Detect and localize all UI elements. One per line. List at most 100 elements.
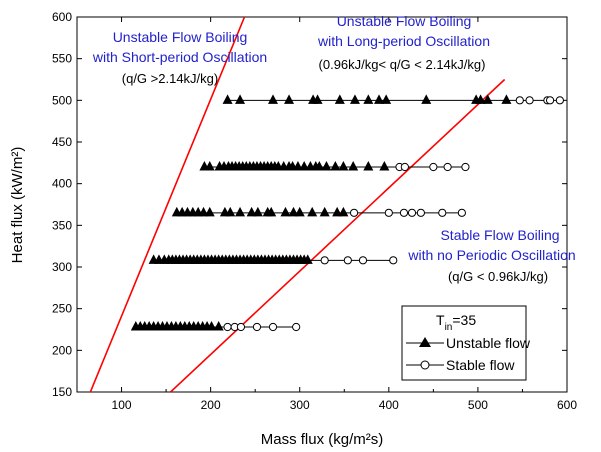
stable-point xyxy=(349,208,359,217)
x-tick-label: 200 xyxy=(201,398,221,412)
unstable-point xyxy=(482,94,493,104)
stable-point xyxy=(443,162,452,172)
stable-point xyxy=(292,322,301,332)
unstable-point xyxy=(204,161,215,171)
unstable-point xyxy=(252,206,263,217)
stable-point xyxy=(416,208,425,217)
legend-title-sub: in xyxy=(445,322,453,333)
legend-stable-label: Stable flow xyxy=(446,357,515,373)
y-tick-label: 150 xyxy=(52,385,72,399)
unstable-point xyxy=(307,206,318,217)
y-tick-label: 200 xyxy=(52,343,72,357)
annotation-long-line2: with Long-period Oscillation xyxy=(317,33,490,49)
plot-frame xyxy=(76,16,568,393)
legend-stable-marker xyxy=(420,360,430,370)
x-axis-title: Mass flux (kg/m²s) xyxy=(261,431,384,448)
unstable-point xyxy=(338,161,349,171)
stable-point xyxy=(268,322,278,332)
unstable-point xyxy=(501,94,512,104)
stable-point xyxy=(461,162,470,172)
stable-point xyxy=(223,322,232,332)
unstable-point xyxy=(302,254,313,264)
unstable-point xyxy=(374,94,385,104)
stable-point xyxy=(358,256,368,265)
unstable-point xyxy=(280,206,291,217)
unstable-point xyxy=(379,161,390,171)
y-tick-label: 400 xyxy=(52,177,72,191)
y-tick-label: 350 xyxy=(52,218,72,232)
unstable-point xyxy=(348,161,359,171)
unstable-point xyxy=(338,206,349,217)
boundary-lines xyxy=(89,17,506,392)
unstable-point xyxy=(213,321,224,331)
unstable-point xyxy=(421,94,432,104)
y-tick-label: 450 xyxy=(52,135,72,149)
unstable-point xyxy=(349,94,360,104)
unstable-point xyxy=(363,94,374,104)
unstable-point xyxy=(204,206,215,217)
stable-point xyxy=(555,96,564,105)
stable-point xyxy=(525,96,534,105)
legend-unstable-label: Unstable flow xyxy=(446,335,531,351)
stable-point xyxy=(384,208,393,217)
y-tick-label: 300 xyxy=(52,260,72,274)
x-tick-label: 600 xyxy=(557,398,577,412)
x-tick-label: 100 xyxy=(112,398,132,412)
unstable-point xyxy=(266,206,277,217)
unstable-point xyxy=(321,161,332,171)
unstable-point xyxy=(475,94,486,104)
boundary-line-2 xyxy=(169,78,506,392)
y-tick-label: 550 xyxy=(52,52,72,66)
unstable-point xyxy=(314,161,325,171)
unstable-point xyxy=(268,94,278,104)
stable-point xyxy=(399,208,409,217)
axis-ticks: 100 200 300 400 500 600 150 200 250 300 350 400 450 5… xyxy=(52,10,577,412)
data-series xyxy=(130,94,564,332)
stable-point xyxy=(438,208,447,217)
unstable-point xyxy=(381,94,392,104)
annotation-short-line1: Unstable Flow Boiling xyxy=(113,29,248,45)
unstable-point xyxy=(334,94,345,104)
y-tick-label: 500 xyxy=(52,93,72,107)
unstable-point xyxy=(235,94,246,104)
unstable-point xyxy=(235,206,246,217)
annotation-short-condition: (q/G >2.14kJ/kg) xyxy=(122,71,218,86)
legend-title-main: T xyxy=(436,312,445,328)
annotation-stable-condition: (q/G < 0.96kJ/kg) xyxy=(448,269,548,284)
unstable-point xyxy=(222,94,233,104)
legend-title: Tin=35 xyxy=(436,312,476,333)
stable-point xyxy=(515,96,524,105)
y-tick-label: 600 xyxy=(52,10,72,24)
annotation-long-condition: (0.96kJ/kg< q/G < 2.14kJ/kg) xyxy=(319,57,486,72)
x-tick-label: 400 xyxy=(379,398,399,412)
unstable-point xyxy=(294,206,305,217)
stable-point xyxy=(236,322,246,332)
stable-point xyxy=(545,96,555,105)
stable-point xyxy=(429,162,438,172)
annotation-long-line1: Unstable Flow Boiling xyxy=(337,13,472,29)
stable-point xyxy=(252,322,262,332)
annotation-stable-line1: Stable Flow Boiling xyxy=(440,227,559,243)
legend-unstable-marker xyxy=(419,337,431,347)
legend: Tin=35 Unstable flow Stable flow xyxy=(401,305,531,381)
unstable-point xyxy=(363,161,374,171)
unstable-point xyxy=(330,161,341,171)
x-tick-label: 300 xyxy=(290,398,310,412)
unstable-point xyxy=(206,321,217,331)
y-axis-title: Heat flux (kW/m²) xyxy=(9,147,26,264)
legend-title-rest: =35 xyxy=(452,312,476,328)
annotation-short-line2: with Short-period Oscillation xyxy=(92,49,267,65)
stable-point xyxy=(407,208,417,217)
stable-point xyxy=(343,256,352,265)
x-tick-label: 500 xyxy=(468,398,488,412)
annotation-stable-line2: with no Periodic Oscillation xyxy=(407,247,575,263)
unstable-point xyxy=(284,94,295,104)
stable-point xyxy=(400,162,409,172)
unstable-point xyxy=(225,206,236,217)
unstable-point xyxy=(312,94,323,104)
stable-point xyxy=(457,208,466,217)
y-tick-label: 250 xyxy=(52,302,72,316)
unstable-point xyxy=(319,206,330,217)
stable-point xyxy=(320,256,329,265)
stable-point xyxy=(389,256,398,265)
